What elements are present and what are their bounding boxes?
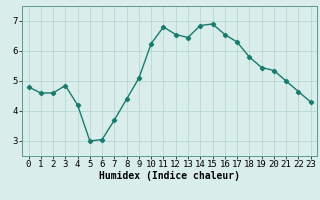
X-axis label: Humidex (Indice chaleur): Humidex (Indice chaleur) — [99, 171, 240, 181]
